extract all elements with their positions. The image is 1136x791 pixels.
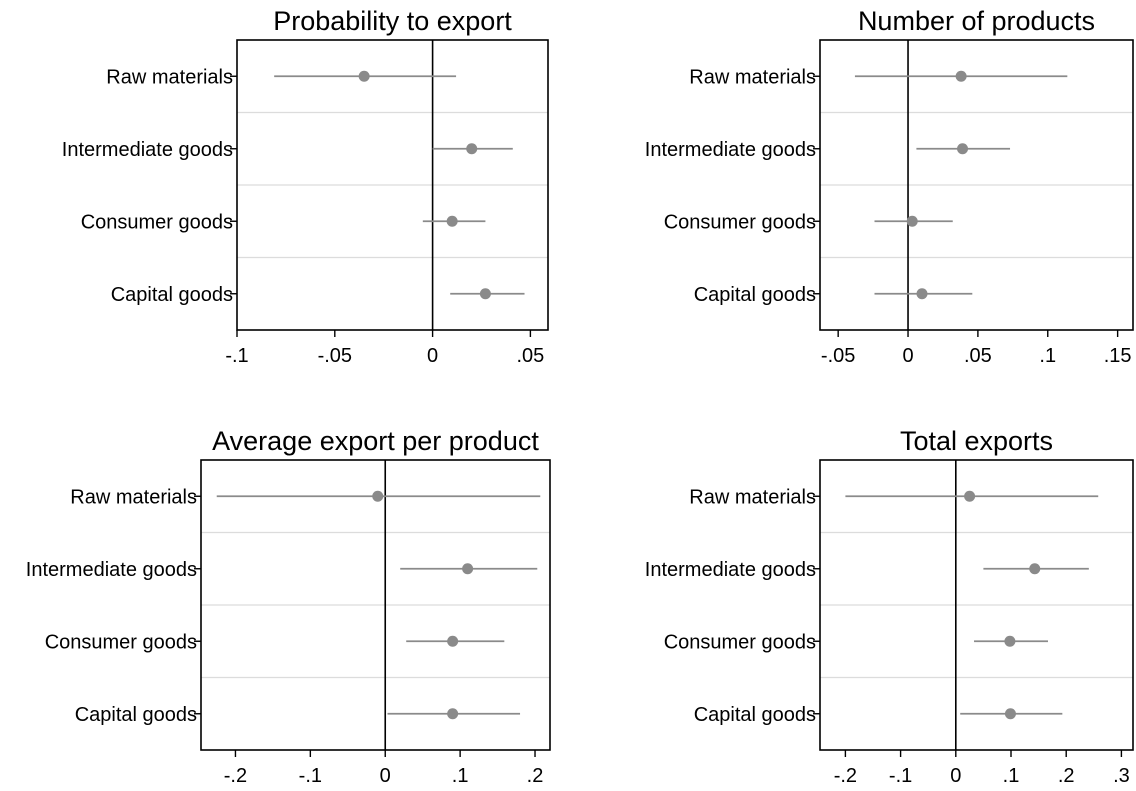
- category-label: Raw materials: [106, 66, 233, 88]
- panel-3: Average export per product -.2 -.1 0 .1 .2 Raw…: [26, 426, 551, 787]
- x-tick-label: .05: [964, 345, 992, 367]
- category-label: Raw materials: [70, 486, 197, 508]
- category-label: Capital goods: [75, 704, 197, 726]
- category-label: Capital goods: [694, 284, 816, 306]
- category-label: Intermediate goods: [645, 139, 816, 161]
- x-tick-label: -.1: [299, 765, 322, 787]
- x-tick-label: .1: [452, 765, 469, 787]
- point-estimate: [372, 490, 384, 502]
- x-tick-label: .2: [1058, 765, 1075, 787]
- x-tick-label: 0: [380, 765, 391, 787]
- category-label: Intermediate goods: [26, 559, 197, 581]
- x-tick-label: 0: [902, 345, 913, 367]
- plot-frame: [236, 39, 549, 331]
- x-tick-label: -.2: [834, 765, 857, 787]
- x-tick-label: 0: [950, 765, 961, 787]
- plot-frame: [819, 39, 1134, 331]
- x-tick-label: -.05: [318, 345, 352, 367]
- category-label: Intermediate goods: [62, 139, 233, 161]
- plot-frame: [819, 459, 1134, 751]
- category-label: Consumer goods: [45, 631, 197, 653]
- panel-title: Total exports: [900, 426, 1053, 456]
- x-tick-label: -.2: [224, 765, 247, 787]
- point-estimate: [479, 288, 491, 300]
- point-estimate: [446, 215, 458, 227]
- panel-title: Number of products: [858, 6, 1095, 36]
- point-estimate: [447, 635, 459, 647]
- category-label: Capital goods: [694, 704, 816, 726]
- panel-1: Probability to export -.1 -.05 0 .05 Raw mate…: [62, 6, 549, 367]
- x-tick-label: -.1: [225, 345, 248, 367]
- x-tick-label: 0: [427, 345, 438, 367]
- point-estimate: [957, 143, 969, 155]
- category-label: Consumer goods: [664, 211, 816, 233]
- point-estimate: [1004, 708, 1016, 720]
- x-tick-label: -.05: [821, 345, 855, 367]
- point-estimate: [964, 490, 976, 502]
- point-estimate: [916, 288, 928, 300]
- category-label: Intermediate goods: [645, 559, 816, 581]
- point-estimate: [466, 143, 478, 155]
- panel-2: Number of products -.05 0 .05 .1 .15 Raw mater…: [645, 6, 1134, 367]
- point-estimate: [358, 70, 370, 82]
- category-label: Consumer goods: [81, 211, 233, 233]
- point-estimate: [1029, 563, 1041, 575]
- category-label: Capital goods: [111, 284, 233, 306]
- x-tick-label: .1: [1039, 345, 1056, 367]
- x-tick-label: .3: [1113, 765, 1130, 787]
- point-estimate: [447, 708, 459, 720]
- x-tick-label: .2: [527, 765, 544, 787]
- point-estimate: [1004, 635, 1016, 647]
- panel-title: Probability to export: [273, 6, 512, 36]
- category-label: Raw materials: [689, 486, 816, 508]
- panel-4: Total exports -.2 -.1 0 .1 .2 .3 Raw materials I…: [645, 426, 1134, 787]
- panel-title: Average export per product: [212, 426, 539, 456]
- point-estimate: [462, 563, 474, 575]
- x-tick-label: .05: [516, 345, 544, 367]
- plot-frame: [200, 459, 551, 751]
- point-estimate: [955, 70, 967, 82]
- point-estimate: [906, 215, 918, 227]
- x-tick-label: -.1: [889, 765, 912, 787]
- x-tick-label: .15: [1104, 345, 1132, 367]
- category-label: Raw materials: [689, 66, 816, 88]
- x-tick-label: .1: [1003, 765, 1020, 787]
- category-label: Consumer goods: [664, 631, 816, 653]
